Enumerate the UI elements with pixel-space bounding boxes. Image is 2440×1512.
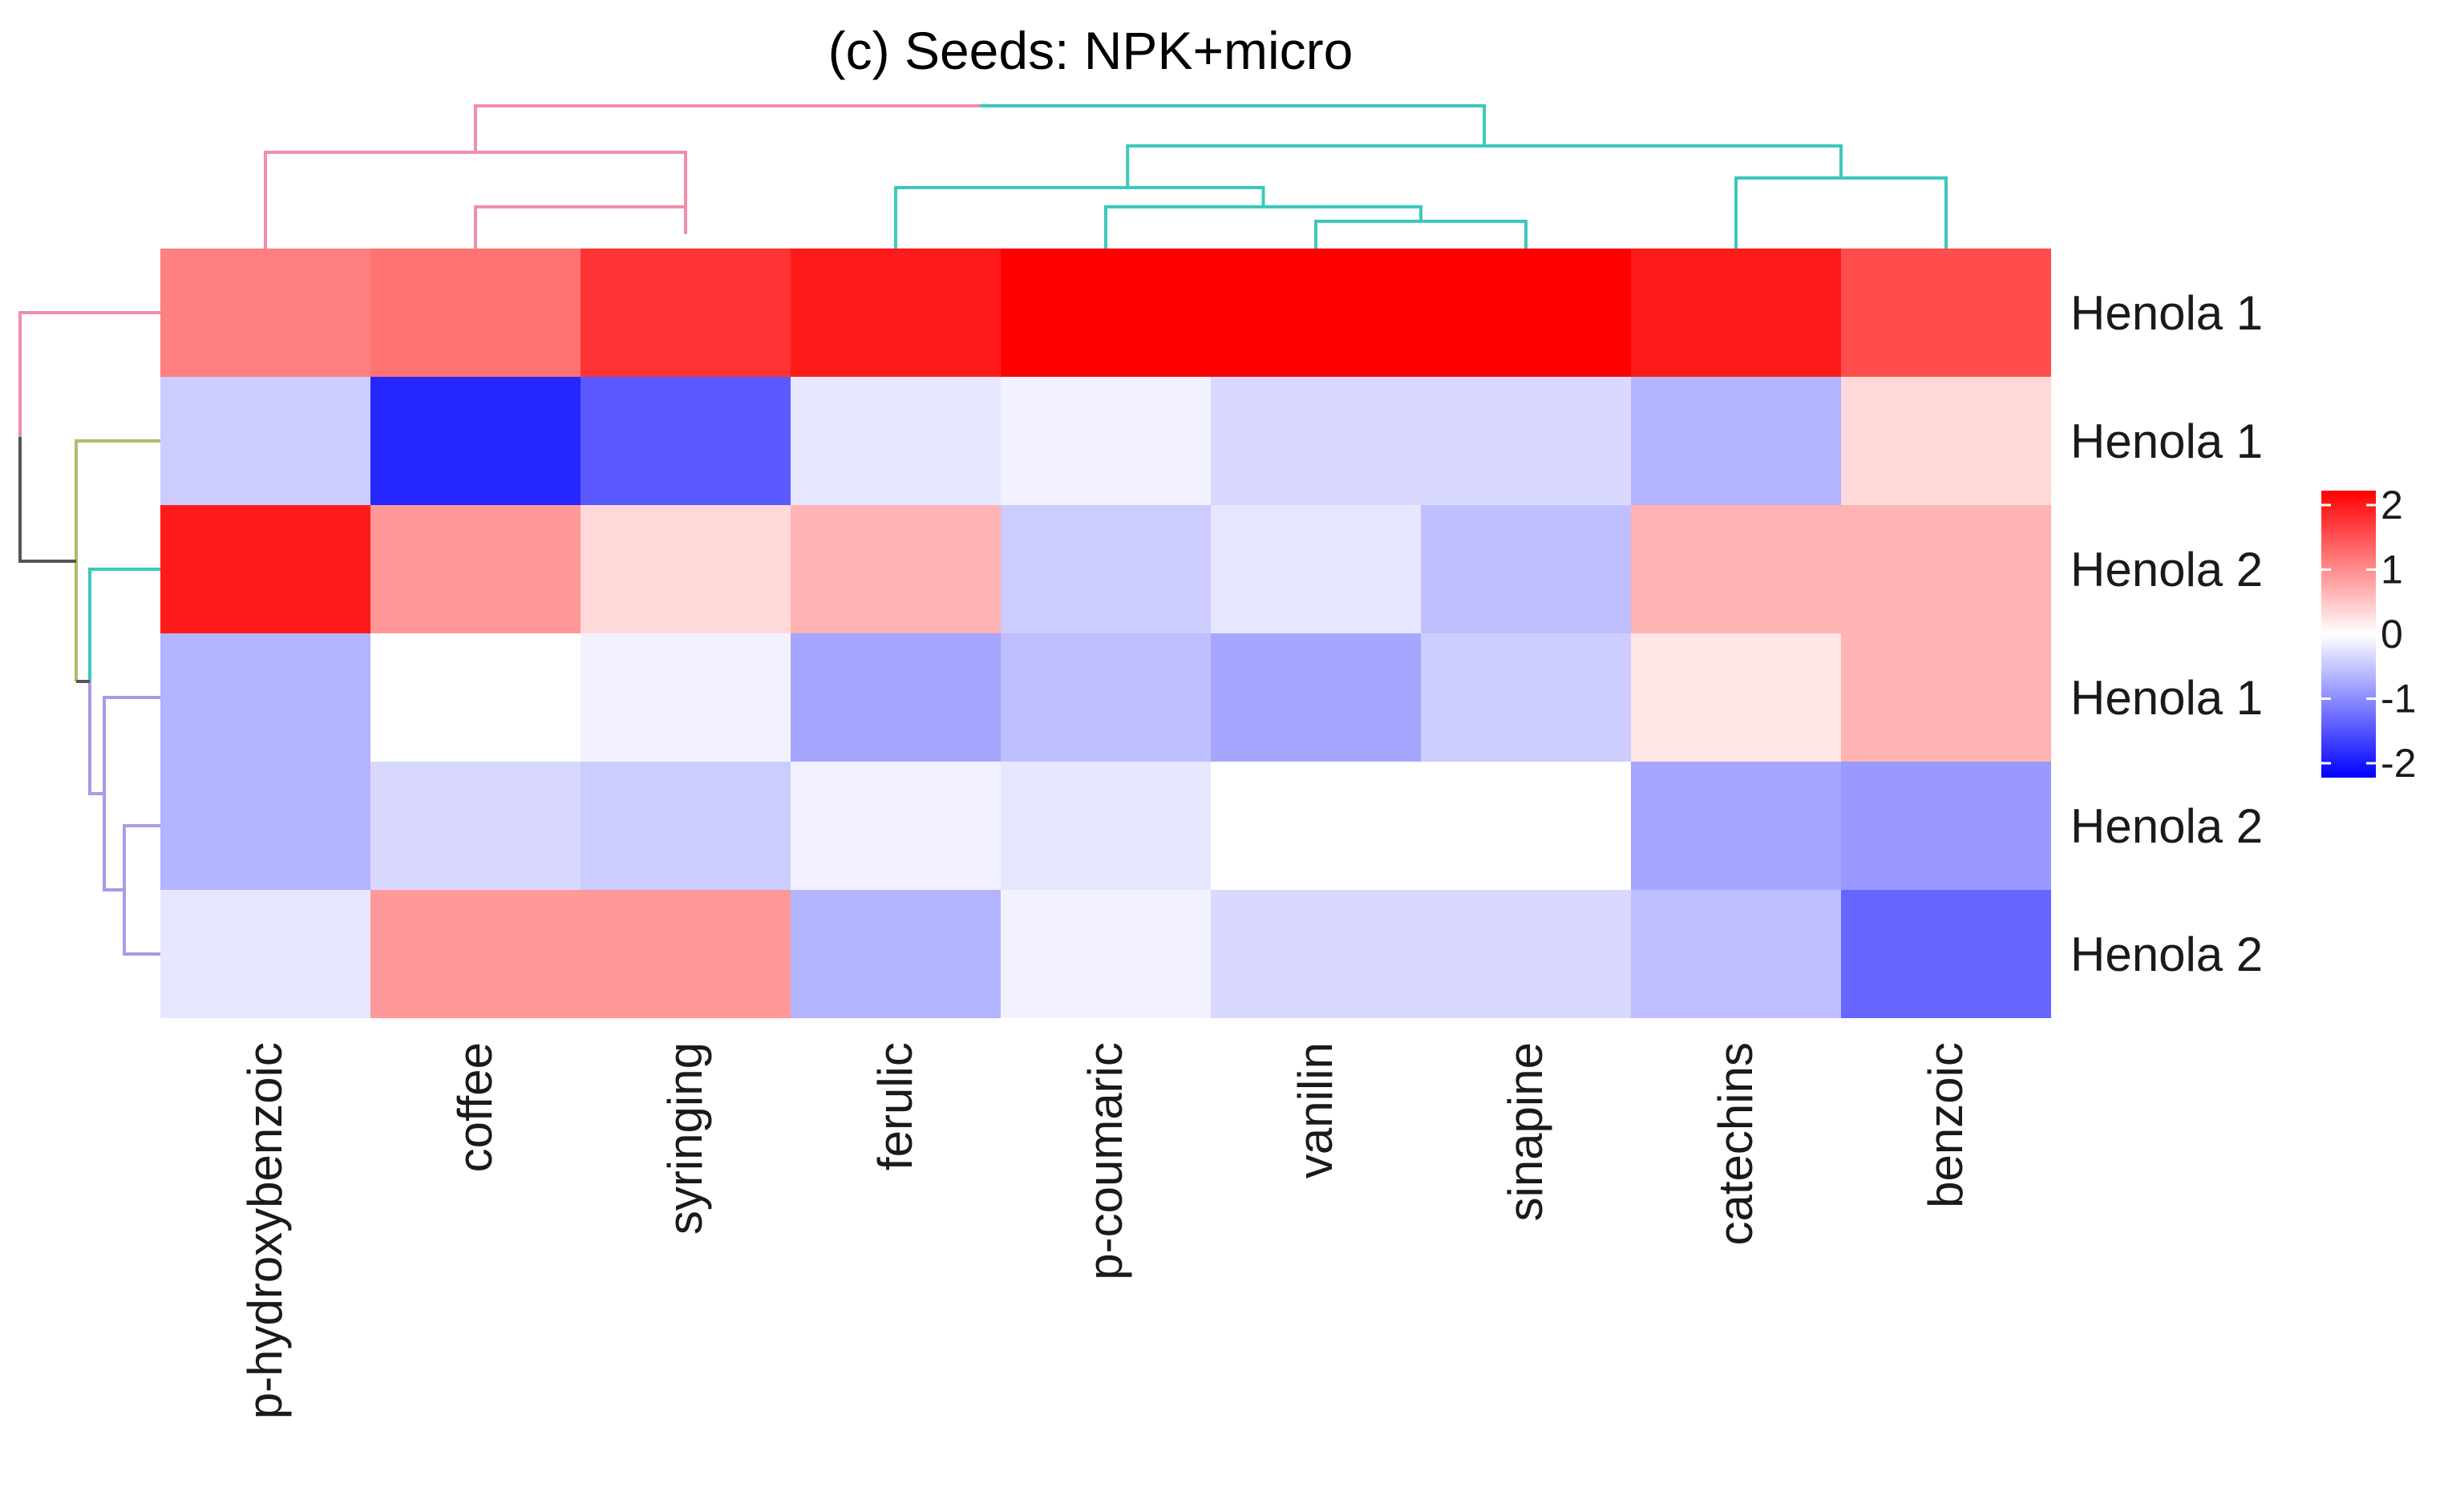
heatmap-cell bbox=[160, 249, 370, 377]
dendrogram-branch bbox=[1104, 205, 1422, 249]
heatmap-cell bbox=[1631, 762, 1841, 890]
heatmap-cell bbox=[160, 377, 370, 505]
dendrogram-branch bbox=[18, 437, 76, 563]
heatmap-cell bbox=[1631, 377, 1841, 505]
dendrogram-branch bbox=[123, 824, 160, 956]
chart-title: (c) Seeds: NPK+micro bbox=[828, 21, 1354, 80]
dendrogram-branch bbox=[1734, 176, 1948, 249]
heatmap-cell bbox=[1211, 249, 1421, 377]
heatmap-cell bbox=[1001, 249, 1211, 377]
heatmap-cell bbox=[1001, 633, 1211, 762]
dendrogram-branch bbox=[980, 104, 1487, 146]
row-label: Henola 1 bbox=[2070, 414, 2263, 468]
row-labels: Henola 1 Henola 1 Henola 2 Henola 1 Henola 2… bbox=[2070, 286, 2263, 981]
heatmap-cell bbox=[1841, 377, 2051, 505]
heatmap-cell bbox=[1211, 890, 1421, 1018]
row-label: Henola 2 bbox=[2070, 928, 2263, 981]
dendrogram-branch bbox=[103, 696, 160, 891]
heatmap-cell bbox=[1841, 890, 2051, 1018]
heatmap-cell bbox=[1421, 633, 1631, 762]
row-label: Henola 2 bbox=[2070, 543, 2263, 596]
heatmap-cell bbox=[791, 762, 1001, 890]
heatmap-cell bbox=[160, 505, 370, 633]
heatmap-cell bbox=[791, 249, 1001, 377]
heatmap-cell bbox=[1841, 762, 2051, 890]
heatmap-cell bbox=[1631, 249, 1841, 377]
heatmap-cell bbox=[1001, 890, 1211, 1018]
column-label: p-hydroxybenzoic bbox=[238, 1042, 292, 1419]
dendrogram-branch bbox=[88, 568, 160, 681]
column-label: p-coumaric bbox=[1078, 1042, 1132, 1280]
heatmap-cell bbox=[1211, 505, 1421, 633]
legend-tick-label: 0 bbox=[2381, 612, 2403, 657]
heatmap-cell bbox=[581, 505, 791, 633]
row-label: Henola 1 bbox=[2070, 286, 2263, 340]
heatmap-cell bbox=[1001, 505, 1211, 633]
heatmap-cell bbox=[370, 633, 581, 762]
heatmap-cell bbox=[791, 505, 1001, 633]
heatmap-cell bbox=[160, 633, 370, 762]
column-label: benzoic bbox=[1919, 1042, 1973, 1208]
heatmap-cell bbox=[1841, 633, 2051, 762]
heatmap-cell bbox=[370, 762, 581, 890]
heatmap-cell bbox=[370, 249, 581, 377]
heatmap-cell bbox=[1841, 249, 2051, 377]
dendrogram-branch bbox=[474, 205, 687, 249]
heatmap-cell bbox=[160, 890, 370, 1018]
column-labels: p-hydroxybenzoic coffee syringing ferulic p-… bbox=[238, 1042, 1973, 1419]
heatmap-cell bbox=[160, 762, 370, 890]
heatmap-cell bbox=[370, 377, 581, 505]
color-legend: 2 1 0 -1 -2 bbox=[2321, 483, 2416, 786]
row-label: Henola 2 bbox=[2070, 799, 2263, 853]
legend-tick-label: 1 bbox=[2381, 548, 2403, 592]
legend-tick-label: 2 bbox=[2381, 483, 2403, 528]
dendrogram-branch bbox=[1314, 220, 1528, 242]
dendrogram-branch bbox=[88, 681, 104, 795]
heatmap-cell bbox=[581, 249, 791, 377]
heatmap-cell bbox=[1421, 249, 1631, 377]
row-label: Henola 1 bbox=[2070, 671, 2263, 725]
dendrogram-branch bbox=[18, 311, 160, 437]
heatmap-cell bbox=[1421, 505, 1631, 633]
heatmap-cell bbox=[1211, 762, 1421, 890]
heatmap-cell bbox=[1631, 505, 1841, 633]
heatmap-cell bbox=[1421, 762, 1631, 890]
column-label: ferulic bbox=[868, 1042, 922, 1170]
column-label: syringing bbox=[658, 1042, 712, 1235]
heatmap-cell bbox=[581, 377, 791, 505]
heatmap-cell bbox=[1421, 890, 1631, 1018]
heatmap-cell bbox=[1631, 633, 1841, 762]
heatmap-cell bbox=[1841, 505, 2051, 633]
dendrogram-branch bbox=[474, 104, 981, 152]
column-dendrogram bbox=[264, 104, 1948, 249]
heatmap-cell bbox=[1631, 890, 1841, 1018]
legend-tick-label: -1 bbox=[2381, 677, 2416, 722]
heatmap-cell bbox=[370, 890, 581, 1018]
dendrogram-branch bbox=[75, 439, 160, 681]
column-label: sinapine bbox=[1499, 1042, 1552, 1222]
heatmap-cell bbox=[370, 505, 581, 633]
dendrogram-branch bbox=[894, 186, 1265, 249]
heatmap-cell bbox=[791, 377, 1001, 505]
heatmap-cell bbox=[1421, 377, 1631, 505]
heatmap-cell bbox=[1211, 377, 1421, 505]
dendrogram-branch bbox=[1126, 144, 1843, 188]
heatmap-cell bbox=[791, 633, 1001, 762]
heatmap-cell bbox=[581, 633, 791, 762]
heatmap-cell bbox=[1001, 377, 1211, 505]
heatmap-cell bbox=[791, 890, 1001, 1018]
column-label: coffee bbox=[448, 1042, 502, 1172]
dendrogram-branch bbox=[1314, 226, 1528, 249]
row-dendrogram bbox=[18, 311, 160, 956]
legend-tick-label: -2 bbox=[2381, 741, 2416, 786]
heatmap-cell bbox=[581, 890, 791, 1018]
heatmap-cell bbox=[581, 762, 791, 890]
heatmap-cell bbox=[1211, 633, 1421, 762]
column-label: catechins bbox=[1709, 1042, 1762, 1245]
column-label: vanilin bbox=[1289, 1042, 1342, 1178]
heatmap-cell bbox=[1001, 762, 1211, 890]
heatmap-cells bbox=[160, 249, 2051, 1018]
